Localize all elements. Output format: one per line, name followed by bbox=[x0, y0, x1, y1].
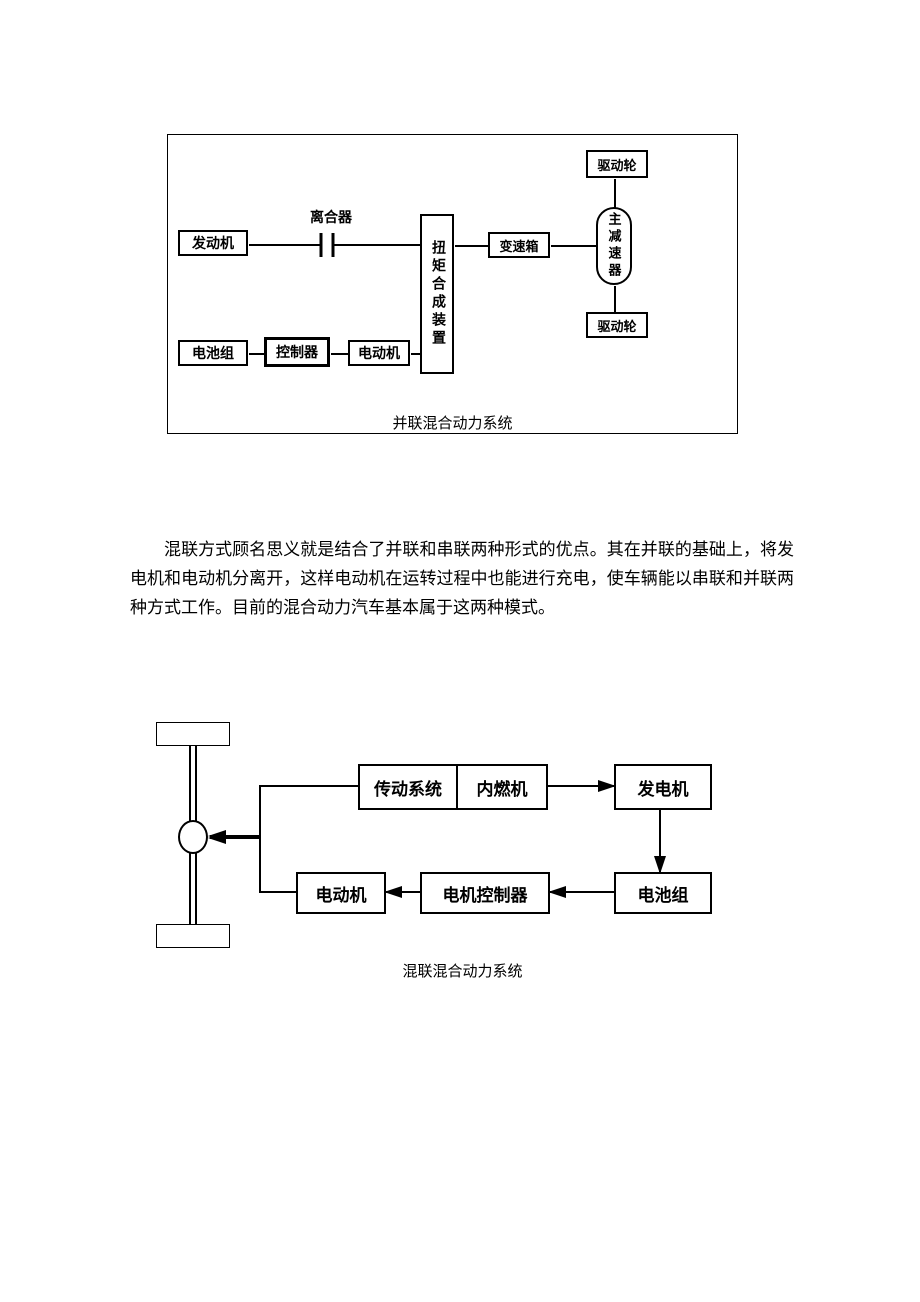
node-engine: 发动机 bbox=[178, 230, 248, 256]
node-drive-wheel-bot: 驱动轮 bbox=[586, 312, 648, 338]
node-motor-controller: 电机控制器 bbox=[420, 872, 550, 914]
clutch-label: 离合器 bbox=[310, 207, 352, 227]
node-controller: 控制器 bbox=[264, 337, 330, 367]
node-wheel-top bbox=[156, 722, 230, 746]
node-drive-wheel-top: 驱动轮 bbox=[586, 150, 648, 178]
node-motor: 电动机 bbox=[348, 340, 410, 366]
node-ice: 内燃机 bbox=[458, 764, 548, 810]
node-transmission: 传动系统 bbox=[358, 764, 458, 810]
node-main-reducer: 主减速器 bbox=[596, 207, 632, 285]
node-motor2: 电动机 bbox=[296, 872, 386, 914]
node-battery2: 电池组 bbox=[614, 872, 712, 914]
body-paragraph: 混联方式顾名思义就是结合了并联和串联两种形式的优点。其在并联的基础上，将发电机和… bbox=[130, 536, 794, 623]
diagram1-caption: 并联混合动力系统 bbox=[167, 412, 738, 433]
node-wheel-bot bbox=[156, 924, 230, 948]
node-battery: 电池组 bbox=[178, 340, 248, 366]
node-torque-synth: 扭矩合成装置 bbox=[420, 214, 454, 374]
node-generator: 发电机 bbox=[614, 764, 712, 810]
node-gearbox: 变速箱 bbox=[488, 232, 550, 258]
node-differential bbox=[178, 820, 208, 854]
engine-label: 发动机 bbox=[192, 233, 234, 253]
diagram2-caption: 混联混合动力系统 bbox=[130, 960, 795, 981]
